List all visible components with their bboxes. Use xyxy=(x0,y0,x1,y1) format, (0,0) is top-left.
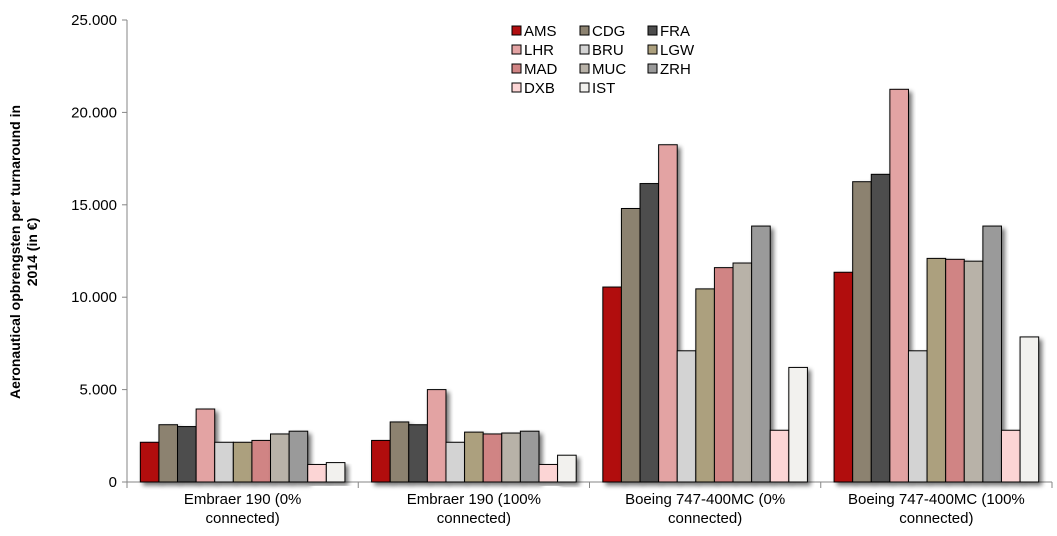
bar-bru-1 xyxy=(445,441,466,483)
bar-lhr-3 xyxy=(889,88,909,483)
bar-dxb-2 xyxy=(769,429,790,483)
bar-muc-1 xyxy=(501,432,521,483)
bar-dxb-0 xyxy=(307,463,327,483)
bar-ist-0 xyxy=(325,462,346,483)
legend-label-lgw: LGW xyxy=(660,42,695,59)
bar-ams-3 xyxy=(833,271,854,483)
legend-label-ams: AMS xyxy=(524,23,557,40)
legend-label-muc: MUC xyxy=(592,61,626,78)
bar-ams-1 xyxy=(371,439,391,483)
legend-swatch-fra xyxy=(647,25,658,36)
bar-ams-0 xyxy=(139,441,160,483)
bar-lgw-1 xyxy=(464,431,484,483)
bar-muc-0 xyxy=(270,433,290,483)
bar-muc-3 xyxy=(963,260,984,483)
bar-lgw-2 xyxy=(695,288,715,483)
bar-cdg-1 xyxy=(389,421,410,483)
bars xyxy=(139,88,1040,483)
bar-bru-0 xyxy=(214,441,234,483)
bar-lgw-3 xyxy=(926,257,947,483)
bar-lhr-0 xyxy=(195,408,216,483)
bar-zrh-1 xyxy=(519,430,540,483)
bar-dxb-3 xyxy=(1000,429,1021,483)
legend-swatch-lhr xyxy=(511,44,522,55)
legend-label-zrh: ZRH xyxy=(660,61,691,78)
y-tick-label: 15.000 xyxy=(71,197,117,214)
bar-lhr-2 xyxy=(658,144,678,483)
bar-fra-2 xyxy=(639,183,660,483)
bar-fra-0 xyxy=(177,426,197,483)
bar-fra-3 xyxy=(870,173,891,483)
legend-swatch-lgw xyxy=(647,44,658,55)
legend-swatch-muc xyxy=(579,63,590,74)
legend: AMS CDG FRA LHR BRU LGW MAD MUC ZRH DXB IST xyxy=(511,23,695,97)
bar-cdg-2 xyxy=(620,207,641,483)
bar-fra-1 xyxy=(408,424,428,483)
bar-ist-2 xyxy=(788,366,808,483)
legend-label-cdg: CDG xyxy=(592,23,625,40)
legend-label-dxb: DXB xyxy=(524,80,555,97)
bar-zrh-0 xyxy=(288,430,309,483)
bar-ist-3 xyxy=(1019,336,1040,483)
bar-mad-3 xyxy=(945,258,965,483)
bar-dxb-1 xyxy=(538,463,559,483)
legend-label-fra: FRA xyxy=(660,23,690,40)
x-tick-label: Boeing 747-400MC (100% connected) xyxy=(848,491,1025,527)
bar-mad-0 xyxy=(251,439,272,483)
legend-label-ist: IST xyxy=(592,80,615,97)
bar-zrh-2 xyxy=(751,225,771,483)
legend-label-mad: MAD xyxy=(524,61,558,78)
axes: 0 5.000 10.000 15.000 20.000 25.000 Embraer 19… xyxy=(71,12,1053,527)
y-tick-label: 10.000 xyxy=(71,289,117,306)
legend-swatch-mad xyxy=(511,63,522,74)
y-tick-label: 0 xyxy=(109,474,117,491)
bar-cdg-3 xyxy=(852,181,872,483)
bar-zrh-3 xyxy=(982,225,1002,483)
legend-swatch-bru xyxy=(579,44,590,55)
bar-bru-2 xyxy=(676,350,697,483)
legend-swatch-zrh xyxy=(647,63,658,74)
bar-lhr-1 xyxy=(426,389,447,483)
legend-swatch-ams xyxy=(511,25,522,36)
bar-ams-2 xyxy=(602,286,622,483)
y-tick-label: 5.000 xyxy=(79,382,117,399)
bar-mad-2 xyxy=(713,267,734,483)
x-tick-label: Embraer 190 (100% connected) xyxy=(407,491,541,527)
legend-label-bru: BRU xyxy=(592,42,624,59)
bar-lgw-0 xyxy=(232,441,253,483)
bar-ist-1 xyxy=(557,454,577,483)
bar-bru-3 xyxy=(907,350,928,483)
y-tick-label: 20.000 xyxy=(71,104,117,121)
x-tick-label: Embraer 190 (0% connected) xyxy=(184,491,302,527)
legend-label-lhr: LHR xyxy=(524,42,554,59)
legend-swatch-cdg xyxy=(579,25,590,36)
y-tick-label: 25.000 xyxy=(71,12,117,29)
legend-swatch-ist xyxy=(579,82,590,93)
bar-muc-2 xyxy=(732,262,753,483)
y-axis-title: Aeronautical opbrengsten per turnaround … xyxy=(7,105,40,399)
bar-mad-1 xyxy=(482,433,503,483)
x-tick-label: Boeing 747-400MC (0% connected) xyxy=(625,491,785,527)
bar-cdg-0 xyxy=(158,424,179,483)
legend-swatch-dxb xyxy=(511,82,522,93)
